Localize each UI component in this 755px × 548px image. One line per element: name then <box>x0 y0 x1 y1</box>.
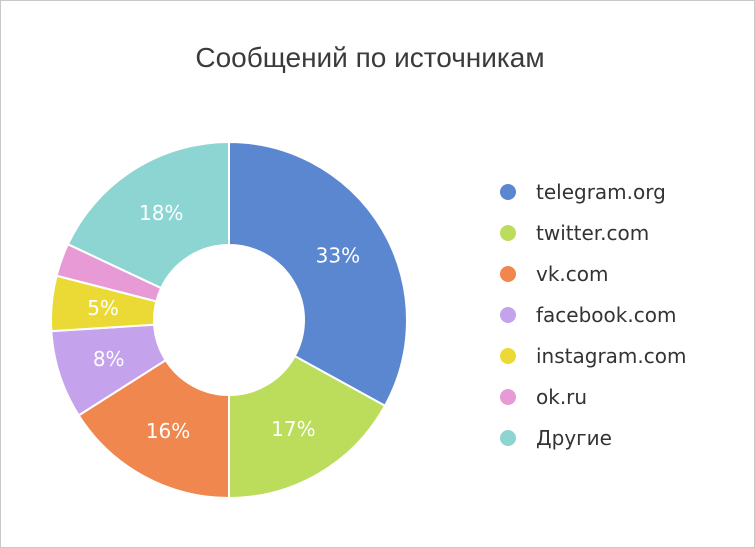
legend-label: instagram.com <box>536 343 687 368</box>
legend-item[interactable]: twitter.com <box>500 212 686 253</box>
legend-item[interactable]: ok.ru <box>500 376 686 417</box>
slice-label: 33% <box>316 244 360 268</box>
chart-title: Сообщений по источникам <box>195 42 545 73</box>
legend-swatch <box>500 224 516 241</box>
legend-swatch <box>500 306 516 323</box>
slice-label: 18% <box>139 201 183 225</box>
slice-twitter-com[interactable] <box>228 354 387 500</box>
slice-label: 5% <box>87 296 119 320</box>
slice-другие[interactable] <box>66 140 230 290</box>
legend-swatch <box>500 429 516 446</box>
slice-label: 8% <box>93 347 125 371</box>
legend-label: Другие <box>536 425 612 450</box>
legend: telegram.org twitter.com vk.com facebook.co… <box>500 171 686 458</box>
slice-label: 17% <box>271 417 315 441</box>
legend-item[interactable]: instagram.com <box>500 335 686 376</box>
slice-label: 16% <box>146 419 190 443</box>
legend-label: twitter.com <box>536 220 650 245</box>
slice-telegram-org[interactable] <box>228 140 408 408</box>
legend-swatch <box>500 265 516 282</box>
legend-label: facebook.com <box>536 302 677 327</box>
legend-swatch <box>500 347 516 364</box>
legend-item[interactable]: vk.com <box>500 253 686 294</box>
legend-item[interactable]: facebook.com <box>500 294 686 335</box>
legend-label: vk.com <box>536 261 609 286</box>
slice-vk-com[interactable] <box>77 358 230 500</box>
legend-swatch <box>500 388 516 405</box>
legend-swatch <box>500 183 516 200</box>
legend-item[interactable]: telegram.org <box>500 171 686 212</box>
legend-label: ok.ru <box>536 384 588 409</box>
legend-item[interactable]: Другие <box>500 417 686 458</box>
legend-label: telegram.org <box>536 179 666 204</box>
